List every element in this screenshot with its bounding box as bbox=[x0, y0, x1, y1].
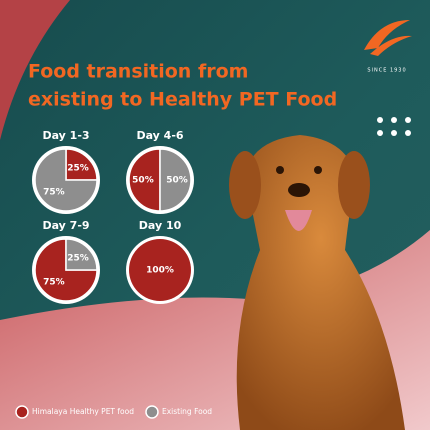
legend-swatch bbox=[145, 405, 159, 419]
dots bbox=[377, 117, 411, 136]
title-line: Food transition from bbox=[28, 61, 248, 83]
brand-tagline: SINCE 1930 bbox=[367, 68, 406, 74]
corner-shape bbox=[0, 0, 70, 140]
legend: Himalaya Healthy PET food Existing Food bbox=[15, 405, 212, 419]
slice-label: 100% bbox=[146, 266, 174, 276]
pie-title: Day 7-9 bbox=[42, 219, 89, 232]
pie-slice bbox=[129, 239, 191, 301]
dog bbox=[229, 135, 405, 430]
pies: Day 1-3 25% 75% Day 4-6 50% 50% Day 7-9 75% 25% D… bbox=[32, 129, 194, 304]
pie-slice bbox=[65, 238, 98, 271]
pie-slice bbox=[65, 148, 98, 181]
title-line: existing to Healthy PET Food bbox=[28, 89, 337, 111]
slice-label: 50% bbox=[166, 176, 188, 186]
slice-label: 25% bbox=[67, 253, 89, 263]
logo bbox=[364, 20, 412, 56]
legend-label: Existing Food bbox=[162, 407, 212, 416]
slice-label: 75% bbox=[43, 188, 65, 198]
legend-swatch bbox=[15, 405, 29, 419]
pie-slice bbox=[34, 238, 98, 302]
pie-slice bbox=[128, 148, 161, 212]
pie-title: Day 1-3 bbox=[42, 129, 89, 142]
pie-title: Day 4-6 bbox=[136, 129, 183, 142]
legend-label: Himalaya Healthy PET food bbox=[32, 407, 134, 416]
slice-label: 25% bbox=[67, 163, 89, 173]
slice-label: 50% bbox=[132, 176, 154, 186]
pie-slice bbox=[34, 148, 98, 212]
pie-slice bbox=[159, 148, 192, 212]
pie-title: Day 10 bbox=[139, 219, 182, 232]
slice-label: 75% bbox=[43, 278, 65, 288]
